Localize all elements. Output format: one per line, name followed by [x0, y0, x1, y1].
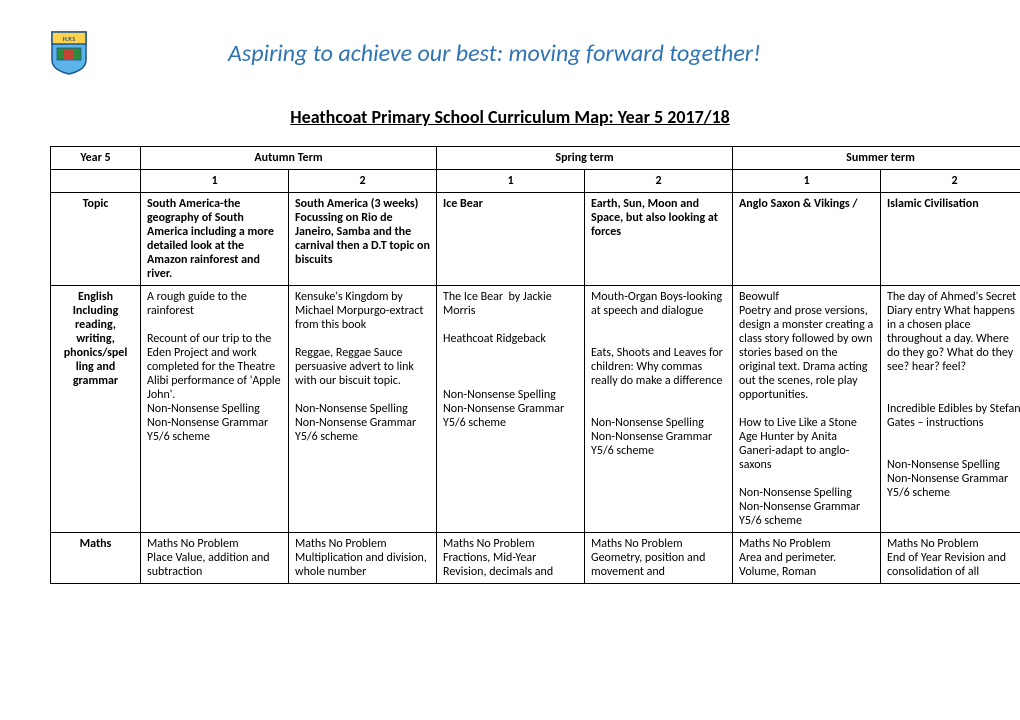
subterm: 1 [437, 170, 585, 193]
curriculum-table: Year 5 Autumn Term Spring term Summer te… [50, 146, 1020, 584]
shield-icon: H.P.S [50, 30, 88, 76]
table-cell: Islamic Civilisation [881, 193, 1020, 286]
svg-text:H.P.S: H.P.S [63, 35, 76, 43]
table-cell: Maths No Problem Geometry, position and … [585, 533, 733, 584]
table-cell: Beowulf Poetry and prose versions, desig… [733, 286, 881, 533]
row-label: English Including reading, writing, phon… [51, 286, 141, 533]
subterm: 1 [733, 170, 881, 193]
table-cell: Maths No Problem End of Year Revision an… [881, 533, 1020, 584]
table-cell: A rough guide to the rainforest Recount … [141, 286, 289, 533]
page-title: Heathcoat Primary School Curriculum Map:… [50, 106, 970, 128]
table-header-terms: Year 5 Autumn Term Spring term Summer te… [51, 147, 1020, 170]
table-cell: Mouth-Organ Boys-looking at speech and d… [585, 286, 733, 533]
table-cell: Kensuke's Kingdom by Michael Morpurgo-ex… [289, 286, 437, 533]
subterm: 2 [585, 170, 733, 193]
subterm: 2 [881, 170, 1020, 193]
row-label: Topic [51, 193, 141, 286]
year-label: Year 5 [51, 147, 141, 170]
term-spring: Spring term [437, 147, 733, 170]
table-cell: Maths No Problem Area and perimeter. Vol… [733, 533, 881, 584]
table-cell: Maths No Problem Multiplication and divi… [289, 533, 437, 584]
table-cell: Ice Bear [437, 193, 585, 286]
subterm: 1 [141, 170, 289, 193]
table-cell: Maths No Problem Fractions, Mid-Year Rev… [437, 533, 585, 584]
term-autumn: Autumn Term [141, 147, 437, 170]
row-label: Maths [51, 533, 141, 584]
table-cell: The Ice Bear by Jackie Morris Heathcoat … [437, 286, 585, 533]
page-header: H.P.S Aspiring to achieve our best: movi… [50, 30, 970, 76]
table-cell: South America-the geography of South Ame… [141, 193, 289, 286]
table-row: MathsMaths No Problem Place Value, addit… [51, 533, 1020, 584]
table-cell: South America (3 weeks) Focussing on Rio… [289, 193, 437, 286]
table-row: English Including reading, writing, phon… [51, 286, 1020, 533]
school-logo: H.P.S [50, 30, 88, 76]
table-cell: Maths No Problem Place Value, addition a… [141, 533, 289, 584]
school-motto: Aspiring to achieve our best: moving for… [228, 39, 761, 68]
table-header-subterms: 1 2 1 2 1 2 [51, 170, 1020, 193]
empty-cell [51, 170, 141, 193]
table-cell: Anglo Saxon & Vikings / [733, 193, 881, 286]
subterm: 2 [289, 170, 437, 193]
table-cell: Earth, Sun, Moon and Space, but also loo… [585, 193, 733, 286]
table-row: TopicSouth America-the geography of Sout… [51, 193, 1020, 286]
table-cell: The day of Ahmed's Secret Diary entry Wh… [881, 286, 1020, 533]
term-summer: Summer term [733, 147, 1020, 170]
